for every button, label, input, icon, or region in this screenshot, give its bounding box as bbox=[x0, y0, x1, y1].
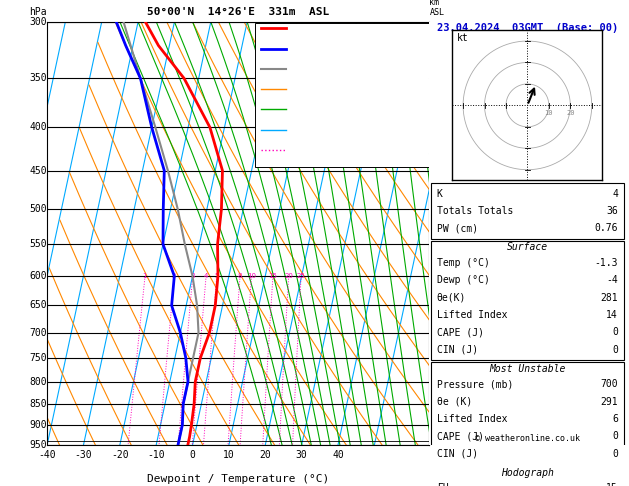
Text: 900: 900 bbox=[29, 420, 47, 430]
Text: 3: 3 bbox=[430, 322, 435, 332]
Text: © weatheronline.co.uk: © weatheronline.co.uk bbox=[475, 434, 580, 443]
Text: 0: 0 bbox=[612, 449, 618, 459]
Text: -4: -4 bbox=[606, 276, 618, 285]
Text: 400: 400 bbox=[29, 122, 47, 132]
Text: Dry Adiabat: Dry Adiabat bbox=[289, 85, 345, 94]
Text: 50°00'N  14°26'E  331m  ASL: 50°00'N 14°26'E 331m ASL bbox=[147, 7, 329, 17]
Text: Hodograph: Hodograph bbox=[501, 468, 554, 478]
Text: Temp (°C): Temp (°C) bbox=[437, 258, 490, 268]
Text: 0: 0 bbox=[612, 345, 618, 355]
Text: Surface: Surface bbox=[507, 243, 548, 252]
Text: K: K bbox=[437, 189, 443, 199]
Bar bbox=[431, 241, 624, 360]
Bar bbox=[431, 183, 624, 239]
Text: EH: EH bbox=[437, 484, 448, 486]
Text: 800: 800 bbox=[29, 377, 47, 387]
Text: 0: 0 bbox=[612, 328, 618, 337]
Text: 2: 2 bbox=[430, 374, 435, 384]
Text: hPa: hPa bbox=[29, 7, 47, 17]
Text: 30: 30 bbox=[296, 450, 308, 460]
Text: 20: 20 bbox=[260, 450, 271, 460]
Text: 550: 550 bbox=[29, 239, 47, 249]
Text: -10: -10 bbox=[147, 450, 165, 460]
Text: Parcel Trajectory: Parcel Trajectory bbox=[289, 64, 375, 73]
Bar bbox=[255, 23, 429, 167]
Text: 25: 25 bbox=[297, 273, 305, 279]
Text: 20: 20 bbox=[284, 273, 293, 279]
Text: 0: 0 bbox=[612, 432, 618, 441]
Text: km
ASL: km ASL bbox=[430, 0, 444, 17]
Text: -40: -40 bbox=[38, 450, 56, 460]
Text: 15: 15 bbox=[606, 484, 618, 486]
Text: 8: 8 bbox=[238, 273, 242, 279]
Text: 6: 6 bbox=[612, 414, 618, 424]
Text: 291: 291 bbox=[600, 397, 618, 407]
Text: Mixing Ratio: Mixing Ratio bbox=[289, 145, 350, 155]
Text: LCL: LCL bbox=[430, 436, 444, 445]
Text: 5: 5 bbox=[214, 273, 219, 279]
Text: 23.04.2024  03GMT  (Base: 00): 23.04.2024 03GMT (Base: 00) bbox=[437, 23, 618, 33]
Text: 36: 36 bbox=[606, 206, 618, 216]
Text: -20: -20 bbox=[111, 450, 129, 460]
Text: 850: 850 bbox=[29, 399, 47, 409]
Text: 3: 3 bbox=[190, 273, 195, 279]
Text: 7: 7 bbox=[430, 58, 435, 69]
Text: 6: 6 bbox=[430, 136, 435, 146]
Text: Pressure (mb): Pressure (mb) bbox=[437, 380, 513, 389]
Text: 281: 281 bbox=[600, 293, 618, 303]
Text: 650: 650 bbox=[29, 300, 47, 311]
Text: Lifted Index: Lifted Index bbox=[437, 310, 508, 320]
Text: 10: 10 bbox=[223, 450, 235, 460]
Text: 10: 10 bbox=[247, 273, 256, 279]
Text: 40: 40 bbox=[332, 450, 344, 460]
Text: 500: 500 bbox=[29, 204, 47, 214]
Text: 350: 350 bbox=[29, 73, 47, 84]
Text: 0.76: 0.76 bbox=[594, 224, 618, 233]
Text: -30: -30 bbox=[75, 450, 92, 460]
Text: 600: 600 bbox=[29, 271, 47, 281]
Bar bbox=[431, 466, 624, 486]
Bar bbox=[431, 362, 624, 464]
Text: 0: 0 bbox=[190, 450, 196, 460]
Text: CAPE (J): CAPE (J) bbox=[437, 432, 484, 441]
Text: θe (K): θe (K) bbox=[437, 397, 472, 407]
Text: 300: 300 bbox=[29, 17, 47, 27]
Text: 4: 4 bbox=[612, 189, 618, 199]
Text: 750: 750 bbox=[29, 353, 47, 363]
Text: -1.3: -1.3 bbox=[594, 258, 618, 268]
Text: θe(K): θe(K) bbox=[437, 293, 466, 303]
Text: 4: 4 bbox=[204, 273, 208, 279]
Text: 5: 5 bbox=[430, 204, 435, 214]
Text: 450: 450 bbox=[29, 166, 47, 175]
Text: 2: 2 bbox=[172, 273, 176, 279]
Text: Dewpoint / Temperature (°C): Dewpoint / Temperature (°C) bbox=[147, 474, 329, 484]
Text: 950: 950 bbox=[29, 440, 47, 450]
Text: CIN (J): CIN (J) bbox=[437, 345, 478, 355]
Text: Dewp (°C): Dewp (°C) bbox=[437, 276, 490, 285]
Text: 15: 15 bbox=[269, 273, 277, 279]
Text: CIN (J): CIN (J) bbox=[437, 449, 478, 459]
Text: 14: 14 bbox=[606, 310, 618, 320]
Text: 4: 4 bbox=[430, 265, 435, 275]
Text: Wet Adiabat: Wet Adiabat bbox=[289, 105, 345, 114]
Text: PW (cm): PW (cm) bbox=[437, 224, 478, 233]
Text: Dewpoint: Dewpoint bbox=[289, 44, 330, 53]
Text: 700: 700 bbox=[29, 328, 47, 338]
Text: Lifted Index: Lifted Index bbox=[437, 414, 508, 424]
Text: 1: 1 bbox=[430, 423, 435, 433]
Text: Most Unstable: Most Unstable bbox=[489, 364, 565, 374]
Text: CAPE (J): CAPE (J) bbox=[437, 328, 484, 337]
Text: Totals Totals: Totals Totals bbox=[437, 206, 513, 216]
Text: 1: 1 bbox=[143, 273, 147, 279]
Text: Temperature: Temperature bbox=[289, 24, 345, 33]
Text: Isotherm: Isotherm bbox=[289, 125, 330, 134]
Text: 700: 700 bbox=[600, 380, 618, 389]
